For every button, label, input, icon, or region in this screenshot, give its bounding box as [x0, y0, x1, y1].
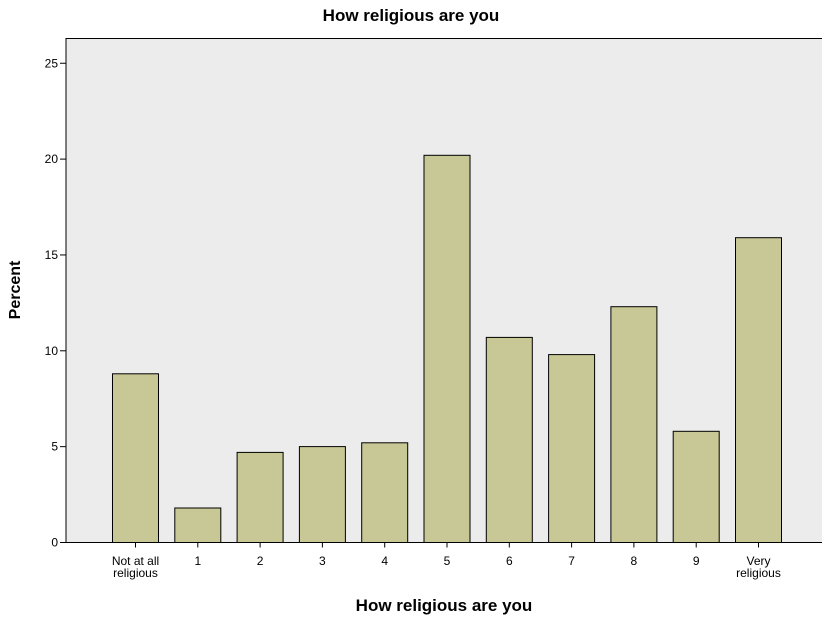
x-tick-label-8: 8 — [631, 554, 638, 568]
bar-0 — [112, 373, 159, 543]
x-tick-label-3: 3 — [319, 554, 326, 568]
x-axis-label: How religious are you — [355, 596, 533, 615]
bar-3 — [298, 446, 346, 544]
y-ticks-group: 0 5 10 15 20 25 — [45, 56, 66, 550]
x-tick-label-6: 6 — [506, 554, 513, 568]
y-tick-label-1: 5 — [51, 440, 58, 454]
bar-1 — [174, 507, 222, 543]
x-tick-label-2: 2 — [257, 554, 264, 568]
bar-5 — [423, 154, 471, 544]
bar-2 — [236, 451, 284, 543]
chart-title: How religious are you — [322, 6, 500, 25]
y-tick-label-5: 25 — [45, 56, 59, 70]
x-tick-label-5: 5 — [444, 554, 451, 568]
y-tick-label-3: 15 — [45, 248, 59, 262]
x-tick-label-10-line1: religious — [736, 566, 781, 580]
y-tick-label-0: 0 — [51, 536, 58, 550]
bar-6 — [485, 336, 533, 543]
bar-8 — [610, 306, 658, 544]
x-tick-label-10-line0: Very — [746, 554, 770, 568]
x-tick-label-4: 4 — [381, 554, 388, 568]
y-tick-label-2: 10 — [45, 344, 59, 358]
bar-7 — [548, 354, 596, 543]
x-tick-label-0-line0: Not at all — [112, 554, 159, 568]
bars-group — [112, 154, 782, 544]
x-tick-label-1: 1 — [194, 554, 201, 568]
y-tick-label-4: 20 — [45, 152, 59, 166]
bar-10 — [735, 237, 782, 543]
x-tick-label-0-line1: religious — [113, 566, 158, 580]
x-tick-label-9: 9 — [693, 554, 700, 568]
bar-4 — [361, 442, 409, 543]
bar-9 — [672, 430, 720, 543]
x-tick-label-7: 7 — [568, 554, 575, 568]
y-axis-label: Percent — [7, 260, 24, 320]
